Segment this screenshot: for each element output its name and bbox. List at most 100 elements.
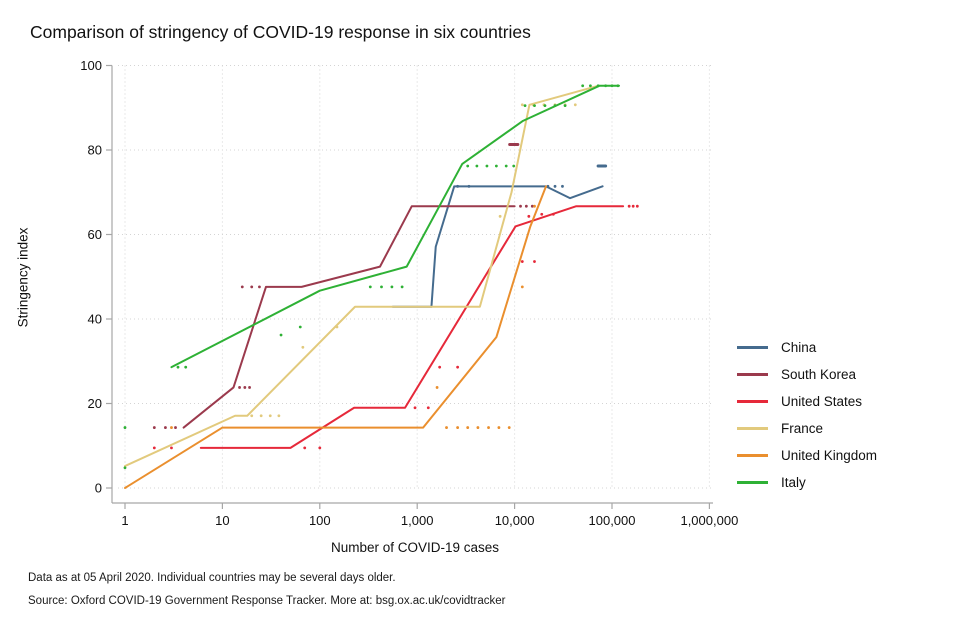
- series-dot-italy: [494, 164, 498, 168]
- series-line-china: [391, 185, 604, 308]
- series-dot-united-kingdom: [533, 204, 536, 208]
- footnote-data-date: Data as at 05 April 2020. Individual cou…: [28, 572, 396, 584]
- series-dot-china: [456, 184, 460, 188]
- series-dot-france: [520, 103, 524, 107]
- series-dot-italy: [563, 104, 567, 108]
- series-dot-united-states: [456, 365, 460, 369]
- series-dot-china: [467, 184, 471, 188]
- series-dot-italy: [466, 164, 470, 168]
- series-dot-italy: [523, 104, 527, 108]
- series-dot-italy: [581, 84, 585, 88]
- series-dot-italy: [543, 104, 547, 108]
- series-dot-united-states: [152, 446, 156, 450]
- series-dot-france: [498, 214, 502, 218]
- series-dot-italy: [123, 466, 127, 470]
- legend-swatch-china: [737, 346, 768, 349]
- series-dot-france: [259, 414, 263, 418]
- legend-label-united-states: United States: [781, 394, 863, 409]
- series-dot-south-korea: [164, 426, 167, 429]
- series-dot-united-states: [631, 204, 635, 208]
- series-dot-italy: [400, 285, 404, 289]
- series-dot-united-states: [170, 446, 173, 450]
- series-dot-united-kingdom: [487, 426, 490, 429]
- legend-item-italy: Italy: [737, 469, 877, 496]
- series-dot-united-states: [527, 214, 531, 218]
- series-dot-france: [573, 103, 577, 107]
- legend-item-france: France: [737, 415, 877, 442]
- y-tick-label: 60: [88, 227, 102, 242]
- series-dot-france: [335, 325, 339, 329]
- chart-title: Comparison of stringency of COVID-19 res…: [30, 22, 531, 42]
- legend-label-south-korea: South Korea: [781, 367, 857, 382]
- series-dot-south-korea: [248, 386, 251, 389]
- series-dot-italy: [588, 84, 592, 88]
- series-dot-south-korea: [152, 426, 156, 429]
- series-dot-china: [553, 184, 557, 188]
- legend-item-china: China: [737, 334, 877, 361]
- series-dot-italy: [184, 365, 188, 369]
- series-dot-united-states: [635, 204, 639, 208]
- y-tick-label: 100: [80, 58, 102, 73]
- legend-swatch-south-korea: [737, 373, 768, 376]
- series-line-south-korea: [182, 205, 516, 429]
- series-dot-united-states: [303, 446, 307, 450]
- series-dot-italy: [368, 285, 372, 289]
- x-axis-title: Number of COVID-19 cases: [330, 540, 500, 555]
- series-dot-united-kingdom: [456, 426, 460, 429]
- series-dot-united-kingdom: [520, 285, 524, 289]
- y-tick-label: 20: [88, 396, 102, 411]
- series-dot-united-states: [438, 365, 442, 369]
- series-dot-france: [268, 414, 272, 418]
- series-dot-south-korea: [524, 204, 528, 208]
- series-dot-south-korea: [258, 285, 261, 289]
- series-dot-italy: [176, 365, 180, 369]
- legend-label-united-kingdom: United Kingdom: [781, 448, 878, 463]
- series-dot-united-kingdom: [435, 386, 439, 389]
- series-dot-south-korea: [243, 386, 247, 389]
- series-dot-italy: [512, 164, 516, 168]
- series-dot-italy: [604, 84, 608, 88]
- y-tick-label: 40: [88, 312, 102, 327]
- series-dot-united-states: [318, 446, 322, 450]
- series-dot-united-kingdom: [445, 426, 448, 429]
- series-dot-united-states: [540, 212, 544, 216]
- series-dot-united-states: [533, 260, 536, 263]
- legend-item-united-states: United States: [737, 388, 877, 415]
- y-tick-label: 0: [95, 481, 102, 496]
- x-tick-label: 100: [309, 513, 331, 528]
- series-dot-china: [546, 184, 550, 188]
- legend-swatch-italy: [737, 481, 768, 484]
- legend-label-china: China: [781, 340, 817, 355]
- series-dot-france: [250, 414, 254, 418]
- series-dot-italy: [475, 164, 479, 168]
- series-dot-italy: [596, 84, 600, 88]
- y-tick-label: 80: [88, 143, 102, 158]
- series-dot-italy: [533, 104, 536, 108]
- series-dot-italy: [298, 325, 302, 329]
- x-tick-label: 1,000,000: [680, 513, 738, 528]
- series-dot-united-kingdom: [466, 426, 470, 429]
- series-dot-italy: [504, 164, 508, 168]
- x-tick-label: 1,000: [401, 513, 434, 528]
- series-dot-france: [301, 345, 305, 349]
- series-dot-south-korea: [250, 285, 254, 289]
- series-dot-italy: [123, 426, 127, 429]
- x-tick-label: 100,000: [589, 513, 636, 528]
- series-dot-united-states: [627, 204, 631, 208]
- legend-swatch-united-kingdom: [737, 454, 768, 457]
- series-dot-italy: [390, 285, 394, 289]
- series-dot-united-kingdom: [507, 426, 511, 429]
- series-line-united-kingdom: [124, 185, 547, 489]
- series-line-italy: [170, 84, 621, 369]
- series-dot-united-kingdom: [476, 426, 480, 429]
- legend-swatch-france: [737, 427, 768, 430]
- series-line-united-states: [199, 205, 625, 449]
- legend-item-south-korea: South Korea: [737, 361, 877, 388]
- footnote-source: Source: Oxford COVID-19 Government Respo…: [28, 595, 506, 607]
- series-dot-south-korea: [238, 386, 241, 389]
- legend-label-italy: Italy: [781, 475, 806, 490]
- x-tick-label: 1: [121, 513, 128, 528]
- series-dot-united-kingdom: [170, 426, 173, 429]
- series-dot-france: [277, 414, 281, 418]
